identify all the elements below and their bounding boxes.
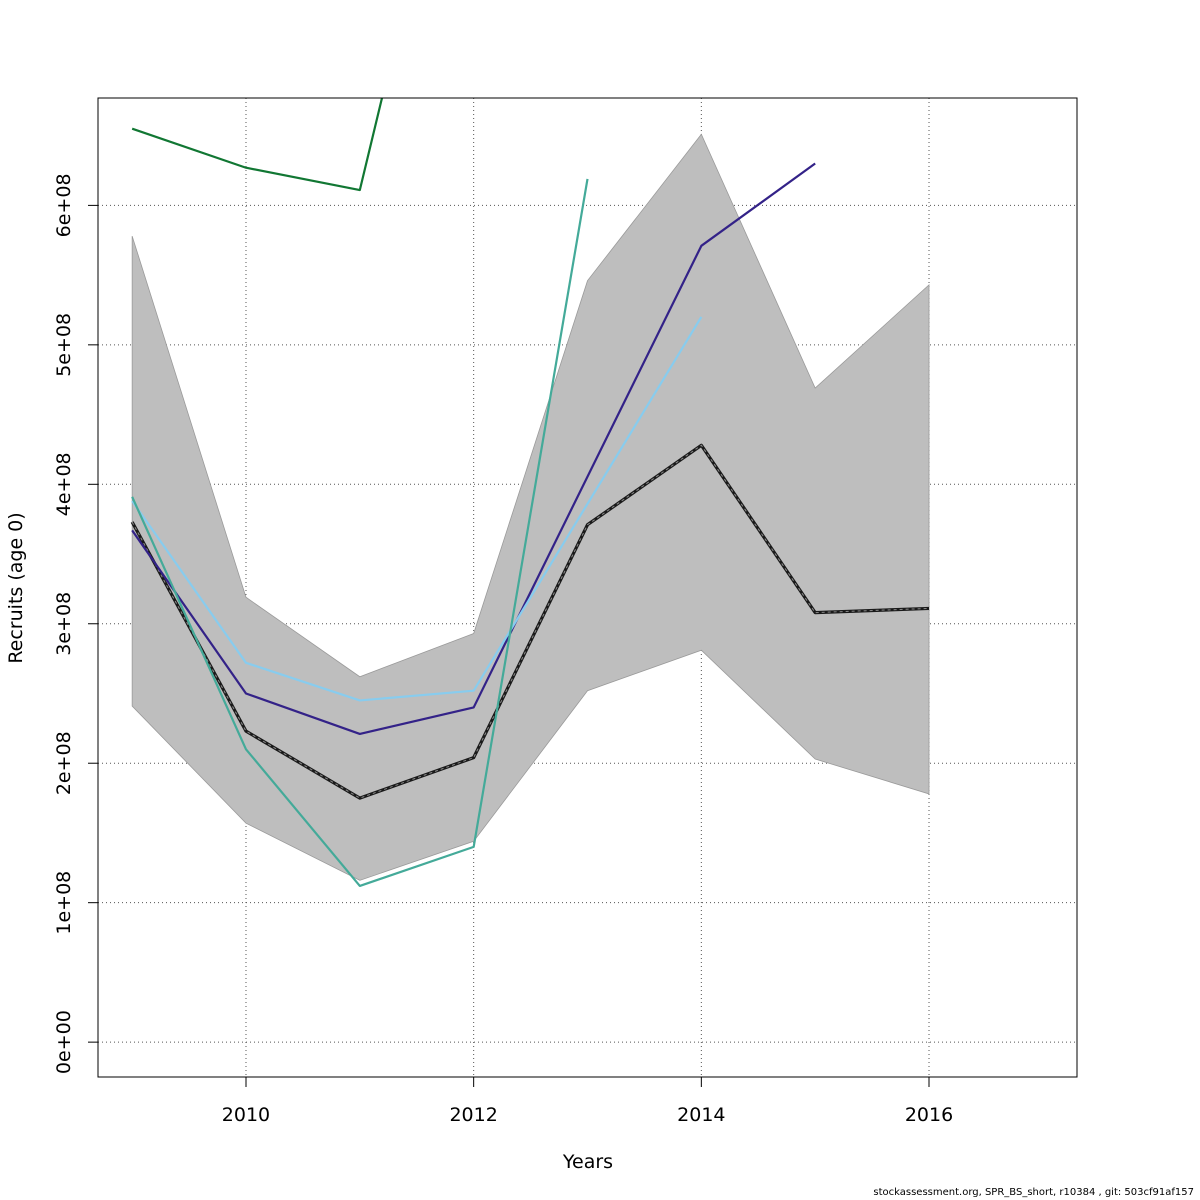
x-axis-title: Years xyxy=(562,1151,613,1173)
y-tick-label-3: 3e+08 xyxy=(53,592,75,656)
x-tick-label-0: 2010 xyxy=(222,1104,270,1126)
y-tick-label-1: 1e+08 xyxy=(53,871,75,935)
series-line-2 xyxy=(131,316,703,702)
y-axis-title: Recruits (age 0) xyxy=(5,512,27,663)
series-line-4 xyxy=(131,98,384,192)
y-axis: 0e+00 1e+08 2e+08 3e+08 4e+08 5e+08 6e+08 xyxy=(53,173,98,1074)
y-tick-label-2: 2e+08 xyxy=(53,731,75,795)
y-tick-label-5: 5e+08 xyxy=(53,313,75,377)
y-tick-label-0: 0e+00 xyxy=(53,1010,75,1074)
series-line-1 xyxy=(131,162,816,736)
x-axis: 2010 2012 2014 2016 xyxy=(222,1077,953,1126)
series-line-0-dash xyxy=(131,444,930,799)
x-tick-label-2: 2014 xyxy=(677,1104,725,1126)
x-tick-label-3: 2016 xyxy=(905,1104,953,1126)
series-layer xyxy=(130,98,930,888)
y-tick-label-6: 6e+08 xyxy=(53,173,75,237)
series-line-3 xyxy=(131,178,589,888)
footer-credit: stockassessment.org, SPR_BS_short, r1038… xyxy=(873,1187,1194,1198)
plot-frame xyxy=(97,97,1078,1078)
y-tick-label-4: 4e+08 xyxy=(53,452,75,516)
x-tick-label-1: 2012 xyxy=(449,1104,497,1126)
